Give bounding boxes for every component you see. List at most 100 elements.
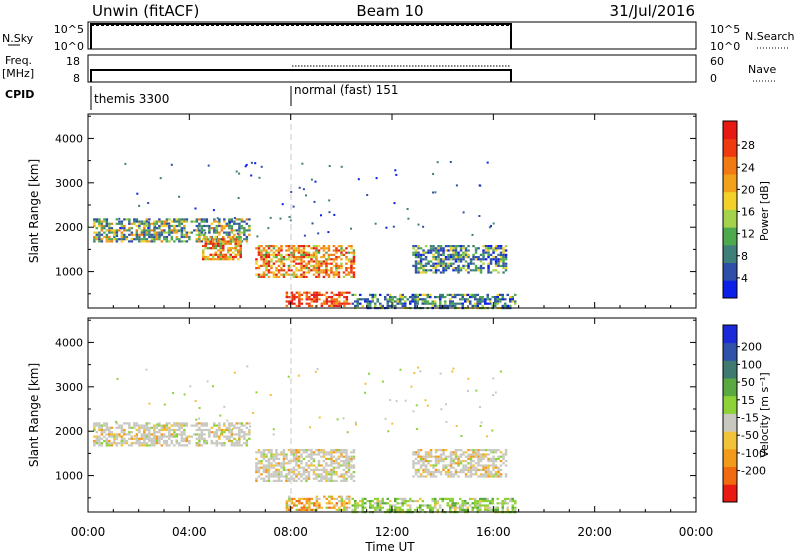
data-cell [150, 240, 154, 243]
data-cell [457, 267, 460, 270]
data-cell [404, 500, 407, 503]
data-cell [337, 271, 341, 274]
data-cell [140, 229, 144, 232]
data-cell [267, 473, 271, 476]
data-cell [178, 240, 181, 243]
data-cell [506, 304, 509, 307]
data-cell [310, 253, 313, 256]
sparse-echo [399, 368, 402, 371]
data-cell [310, 264, 313, 267]
data-cell [310, 247, 313, 250]
data-cell [350, 477, 353, 480]
data-cell [471, 293, 474, 296]
data-cell [338, 495, 341, 498]
data-cell [243, 442, 246, 445]
data-cell [238, 224, 241, 228]
data-cell [145, 231, 149, 234]
data-cell [429, 455, 433, 458]
data-cell [270, 264, 273, 267]
data-cell [396, 502, 399, 505]
data-cell [342, 462, 346, 465]
data-cell [300, 293, 304, 296]
data-cell [381, 497, 384, 500]
data-cell [327, 477, 331, 480]
nave-tick-bottom: 0 [710, 72, 717, 85]
data-cell [98, 240, 101, 243]
data-cell [474, 497, 477, 500]
data-cell [282, 449, 286, 452]
data-cell [270, 455, 273, 458]
data-cell [105, 426, 109, 429]
data-cell [342, 249, 346, 252]
data-cell [93, 439, 96, 443]
data-cell [328, 500, 331, 503]
data-cell [300, 449, 303, 452]
sparse-echo [288, 216, 291, 218]
data-cell [350, 451, 353, 454]
data-cell [414, 253, 418, 256]
data-cell [195, 229, 199, 232]
sparse-echo [364, 391, 367, 394]
data-cell [325, 475, 328, 478]
data-cell [335, 273, 338, 276]
data-cell [133, 220, 136, 223]
data-cell [472, 464, 475, 467]
data-cell [386, 508, 389, 511]
data-cell [320, 451, 323, 454]
data-cell [168, 229, 171, 232]
data-cell [145, 220, 149, 223]
data-cell [459, 247, 463, 250]
data-cell [153, 426, 156, 429]
data-cell [474, 500, 477, 503]
data-cell [118, 220, 121, 223]
data-cell [308, 296, 311, 299]
data-cell [452, 253, 455, 256]
data-cell [472, 453, 475, 456]
data-cell [457, 256, 460, 259]
data-cell [308, 502, 311, 505]
data-cell [222, 258, 225, 261]
sparse-echo [236, 232, 239, 235]
data-cell [335, 262, 338, 265]
data-cell [502, 264, 505, 267]
data-cell [115, 233, 119, 236]
data-cell [245, 235, 249, 239]
data-cell [93, 231, 96, 234]
data-cell [356, 506, 359, 509]
data-cell [292, 256, 296, 259]
data-cell [477, 462, 480, 465]
data-cell [317, 269, 321, 272]
data-cell [135, 231, 139, 234]
data-cell [214, 253, 217, 256]
data-cell [312, 273, 316, 276]
data-cell [207, 258, 210, 261]
data-cell [267, 253, 271, 256]
data-cell [437, 468, 440, 471]
data-cell [315, 298, 319, 301]
data-cell [160, 231, 164, 234]
data-cell [138, 437, 141, 440]
data-cell [230, 424, 234, 427]
sparse-echo [159, 177, 162, 180]
data-cell [165, 224, 169, 228]
data-cell [447, 264, 450, 267]
data-cell [248, 227, 251, 230]
data-cell [467, 249, 470, 252]
data-cell [359, 302, 362, 305]
data-cell [262, 449, 266, 452]
sparse-echo [298, 186, 301, 189]
data-cell [293, 502, 296, 505]
data-cell [110, 222, 114, 225]
data-cell [422, 267, 425, 270]
data-cell [260, 258, 263, 261]
data-cell [180, 227, 184, 230]
data-cell [215, 229, 219, 232]
data-cell [474, 506, 477, 509]
data-cell [327, 453, 331, 456]
data-cell [290, 251, 293, 254]
data-cell [451, 497, 454, 500]
data-cell [482, 455, 485, 458]
data-cell [484, 497, 487, 500]
data-cell [215, 240, 219, 243]
data-cell [434, 464, 438, 467]
